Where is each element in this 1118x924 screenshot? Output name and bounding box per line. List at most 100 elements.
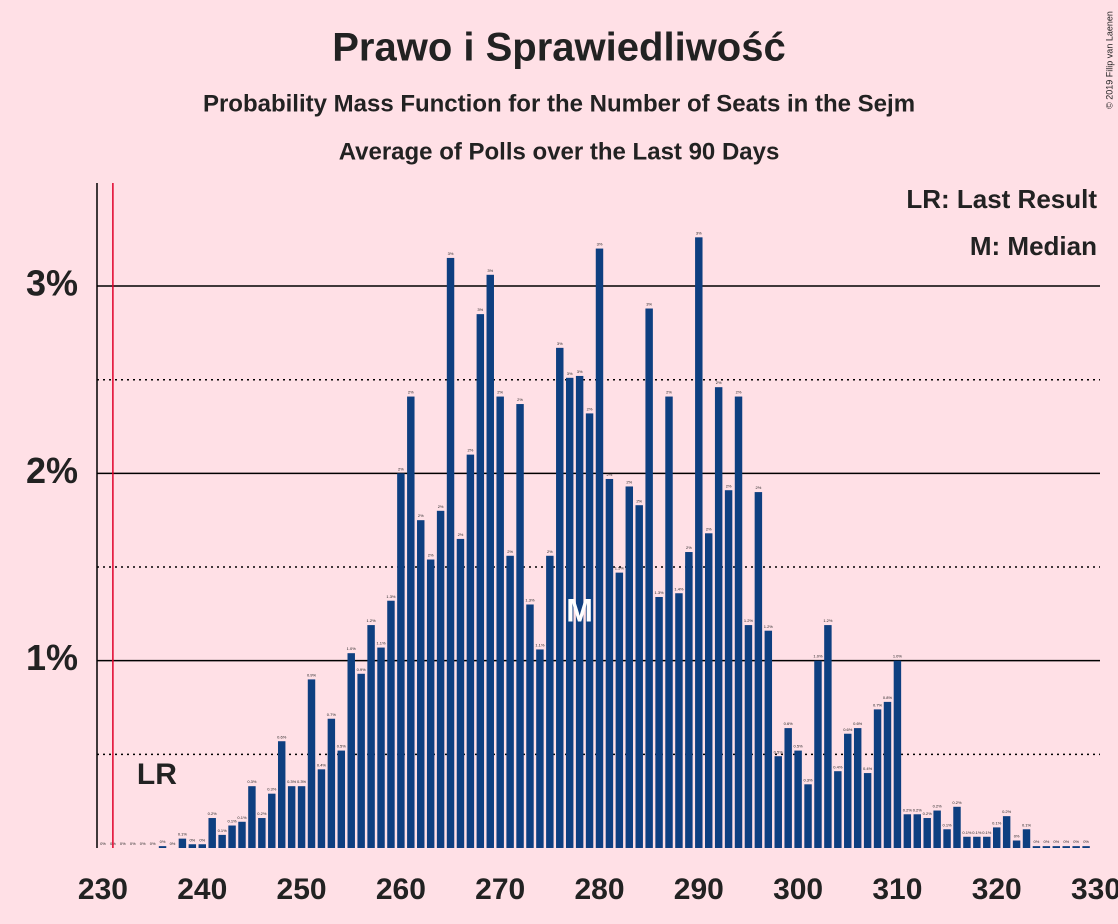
bar [883, 701, 892, 848]
value-label: 0.1% [227, 819, 237, 824]
value-label: 2% [547, 549, 553, 554]
value-label: 0.1% [972, 830, 982, 835]
value-label: 0.3% [247, 779, 257, 784]
x-tick-label: 240 [177, 873, 227, 906]
value-label: 0% [1053, 839, 1059, 844]
bar [705, 533, 713, 848]
value-label: 0.9% [307, 672, 317, 677]
bar [973, 836, 981, 848]
bar [734, 396, 743, 848]
value-label: 1.0% [893, 654, 903, 659]
bar [327, 718, 336, 848]
value-label: 1.0% [347, 646, 357, 651]
value-label: 0.8% [883, 695, 893, 700]
x-tick-label: 320 [972, 873, 1022, 906]
bar [506, 555, 514, 848]
bar [635, 505, 643, 848]
value-label: 0.2% [1002, 809, 1012, 814]
value-label: 3% [557, 341, 563, 346]
value-label: 2% [428, 553, 434, 558]
value-label: 1.2% [764, 624, 774, 629]
bar [863, 773, 872, 848]
value-label: 0.1% [962, 830, 972, 835]
bar [158, 846, 167, 848]
bar [963, 836, 971, 848]
value-label: 0% [199, 837, 205, 842]
value-label: 3% [448, 251, 454, 256]
bar [347, 653, 355, 848]
value-label: 3% [567, 371, 573, 376]
value-label: 2% [736, 390, 742, 395]
bar [565, 377, 574, 848]
value-label: 0.2% [257, 811, 267, 816]
value-label: 2% [607, 472, 613, 477]
value-label: 3% [696, 230, 702, 235]
bar [556, 347, 564, 848]
value-label: 1.5% [615, 566, 625, 571]
value-label: 0.2% [952, 800, 962, 805]
bar [923, 818, 931, 848]
bar [695, 237, 703, 848]
bar [913, 814, 921, 848]
bar [615, 572, 624, 848]
value-label: 2% [517, 397, 523, 402]
value-label: 0.6% [277, 734, 287, 739]
last-result-label: LR [137, 758, 177, 791]
bar [784, 728, 792, 848]
value-label: 0.2% [903, 807, 913, 812]
bar [1012, 840, 1021, 848]
bar [317, 769, 326, 848]
value-label: 3% [646, 302, 652, 307]
bar [1002, 816, 1011, 848]
value-label: 0.5% [794, 744, 804, 749]
value-label: 0.1% [178, 832, 188, 837]
bar [337, 750, 346, 848]
value-label: 0.6% [784, 721, 794, 726]
value-label: 0% [150, 841, 156, 846]
bar [933, 810, 941, 848]
bar [675, 593, 683, 848]
value-label: 2% [398, 466, 404, 471]
value-label: 0.1% [237, 815, 247, 820]
value-label: 0% [120, 841, 126, 846]
bar [645, 308, 653, 848]
bar [1062, 846, 1070, 848]
value-label: 0% [130, 841, 136, 846]
bar [1022, 829, 1031, 848]
bar [248, 786, 256, 848]
bar [228, 825, 236, 848]
value-label: 2% [497, 390, 503, 395]
y-tick-label: 1% [26, 637, 78, 678]
value-label: 0.2% [933, 804, 943, 809]
bar [655, 596, 663, 848]
value-label: 0% [1043, 839, 1049, 844]
bar [844, 733, 852, 848]
x-tick-label: 330 [1071, 873, 1118, 906]
value-label: 2% [438, 504, 444, 509]
value-label: 1.3% [525, 598, 535, 603]
value-label: 0% [1083, 839, 1089, 844]
bar [456, 538, 465, 848]
bar [804, 784, 812, 848]
bar [685, 552, 693, 848]
x-tick-label: 270 [475, 873, 525, 906]
bar [178, 838, 187, 848]
value-label: 1.2% [367, 618, 377, 623]
bar [774, 756, 782, 848]
value-label: 1.0% [813, 654, 823, 659]
value-label: 0% [1073, 839, 1079, 844]
bar [853, 728, 862, 848]
value-label: 0% [170, 841, 176, 846]
bar [575, 375, 584, 848]
x-tick-label: 290 [674, 873, 724, 906]
bar [595, 248, 604, 849]
value-label: 0.1% [943, 822, 953, 827]
value-label: 0% [160, 839, 166, 844]
value-label: 2% [686, 545, 692, 550]
value-label: 2% [458, 532, 464, 537]
bar [953, 806, 961, 848]
value-label: 0.7% [327, 712, 337, 717]
value-label: 3% [577, 369, 583, 374]
value-label: 2% [418, 513, 424, 518]
value-label: 1.4% [674, 586, 684, 591]
